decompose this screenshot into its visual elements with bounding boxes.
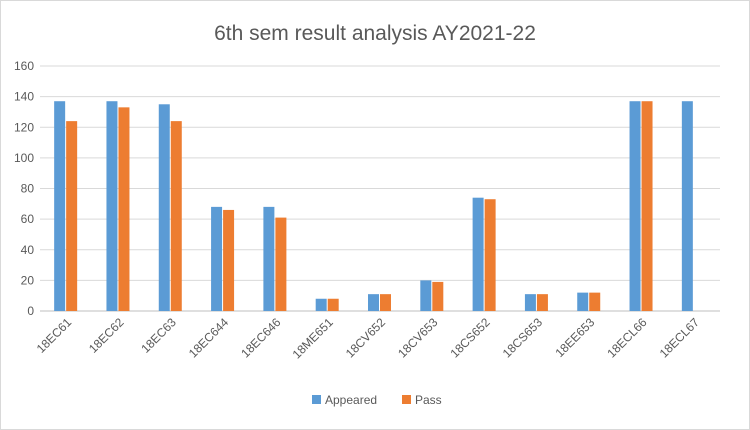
bar-pass-18ee653 <box>589 292 601 311</box>
bar-appeared-18ee653 <box>577 292 589 311</box>
bar-appeared-18cs652 <box>472 197 484 311</box>
x-tick-label: 18EC63 <box>138 315 179 356</box>
legend-label-appeared: Appeared <box>325 393 377 407</box>
bars <box>54 101 693 311</box>
y-tick-label: 0 <box>27 304 34 318</box>
bar-appeared-18ec63 <box>158 104 170 311</box>
x-tick-label: 18EE653 <box>553 315 598 360</box>
bar-pass-18ec62 <box>118 107 130 311</box>
x-tick-label: 18CV652 <box>343 315 389 361</box>
bar-pass-18ec644 <box>223 209 235 311</box>
x-tick-label: 18EC644 <box>186 315 232 361</box>
x-axis-ticks: 18EC61 18EC62 18EC63 18EC644 18EC646 18ME651 1… <box>34 315 702 361</box>
legend-label-pass: Pass <box>415 393 442 407</box>
y-tick-label: 20 <box>21 273 35 287</box>
legend-swatch-pass <box>402 395 411 404</box>
x-tick-label: 18ECL67 <box>657 315 703 361</box>
bar-pass-18cs652 <box>484 199 496 311</box>
y-tick-label: 80 <box>21 182 35 196</box>
bar-pass-18cv652 <box>380 294 391 311</box>
bar-appeared-18me651 <box>315 298 327 311</box>
bar-appeared-18ecl66 <box>629 101 641 311</box>
chart-title: 6th sem result analysis AY2021-22 <box>214 22 536 45</box>
bar-appeared-18ec61 <box>54 101 66 311</box>
legend: Appeared Pass <box>312 393 442 407</box>
bar-appeared-18ecl67 <box>681 101 693 311</box>
bar-appeared-18ec62 <box>106 101 118 311</box>
y-tick-label: 100 <box>14 151 34 165</box>
bar-pass-18ec63 <box>170 121 182 311</box>
bar-pass-18cv653 <box>432 281 444 311</box>
bar-appeared-18ec644 <box>211 206 223 311</box>
x-tick-label: 18CS652 <box>447 315 493 361</box>
x-tick-label: 18CV653 <box>395 315 441 361</box>
bar-pass-18ec61 <box>66 121 78 311</box>
x-tick-label: 18ME651 <box>290 315 336 361</box>
y-tick-label: 160 <box>14 59 34 73</box>
y-axis-ticks: 0 20 40 60 80 100 120 140 160 <box>14 59 34 318</box>
x-tick-label: 18EC62 <box>86 315 127 356</box>
bar-pass-18me651 <box>327 298 339 311</box>
gridlines <box>40 65 720 312</box>
y-tick-label: 40 <box>21 243 35 257</box>
bar-pass-18ec646 <box>275 217 287 311</box>
bar-appeared-18cs653 <box>524 294 536 311</box>
bar-appeared-18cv652 <box>368 294 379 311</box>
legend-swatch-appeared <box>312 395 321 404</box>
bar-pass-18cs653 <box>536 294 548 311</box>
x-tick-label: 18EC646 <box>238 315 284 361</box>
x-tick-label: 18EC61 <box>34 315 75 356</box>
y-tick-label: 120 <box>14 120 34 134</box>
y-tick-label: 60 <box>21 212 35 226</box>
bar-appeared-18cv653 <box>420 280 432 311</box>
x-tick-label: 18CS653 <box>500 315 546 361</box>
y-tick-label: 140 <box>14 90 34 104</box>
bar-pass-18ecl66 <box>641 101 653 311</box>
bar-appeared-18ec646 <box>263 206 275 311</box>
x-tick-label: 18ECL66 <box>604 315 650 361</box>
